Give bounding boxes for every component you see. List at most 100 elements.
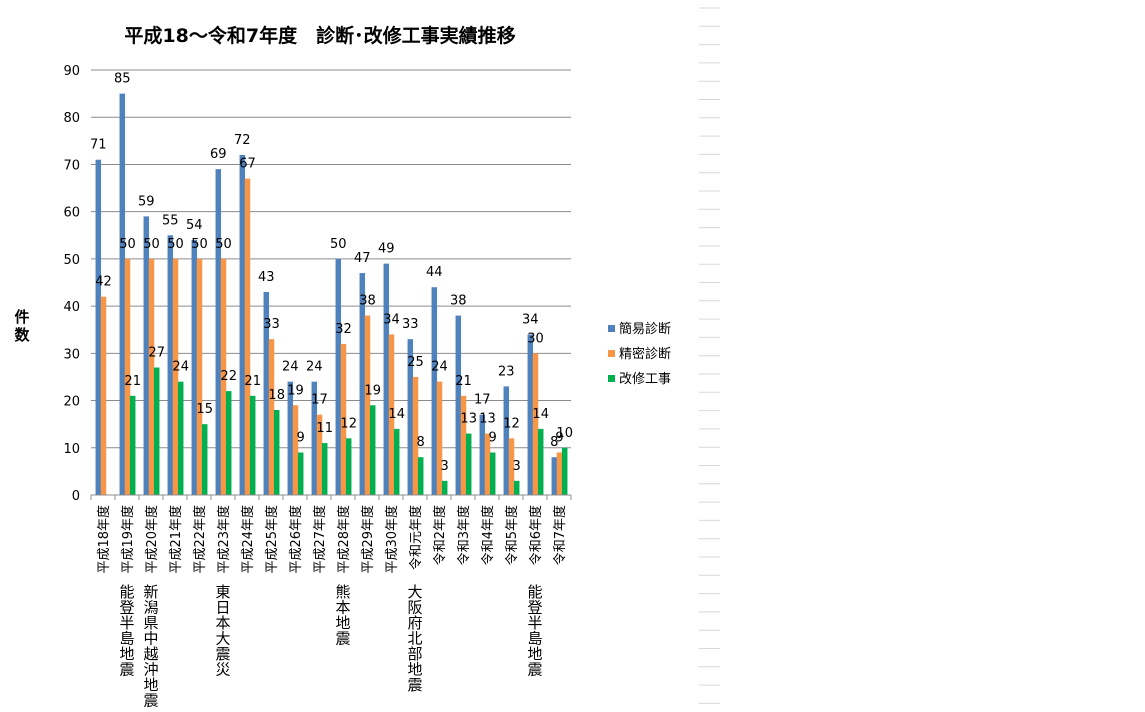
bar bbox=[484, 433, 491, 495]
data-label: 38 bbox=[450, 294, 467, 309]
bar bbox=[153, 367, 160, 495]
data-label: 12 bbox=[503, 416, 520, 431]
data-label: 50 bbox=[215, 237, 232, 252]
bar bbox=[311, 381, 318, 495]
category-label: 平成30年度 bbox=[384, 505, 400, 574]
data-label: 15 bbox=[196, 402, 213, 417]
category-label: 平成20年度 bbox=[144, 505, 160, 574]
bar bbox=[364, 315, 371, 495]
bar bbox=[239, 155, 246, 495]
event-label: 能登半島地震 bbox=[119, 583, 134, 679]
bar bbox=[383, 263, 390, 495]
y-tick-label: 60 bbox=[63, 206, 80, 221]
bar bbox=[215, 169, 222, 495]
bar bbox=[119, 93, 126, 495]
bar bbox=[148, 258, 155, 495]
bar bbox=[244, 178, 251, 495]
event-label: 東日本大震災 bbox=[215, 583, 230, 679]
bar bbox=[95, 159, 102, 495]
category-label: 令和3年度 bbox=[456, 505, 472, 565]
bar bbox=[124, 258, 131, 495]
data-label: 12 bbox=[340, 416, 357, 431]
data-label: 11 bbox=[316, 421, 333, 436]
bar bbox=[129, 395, 136, 495]
y-tick-label: 0 bbox=[72, 489, 80, 504]
bar bbox=[340, 343, 347, 495]
bar bbox=[551, 457, 558, 495]
bar bbox=[388, 334, 395, 495]
data-label: 25 bbox=[407, 355, 424, 370]
data-label: 18 bbox=[268, 388, 285, 403]
data-label: 22 bbox=[220, 369, 237, 384]
data-label: 14 bbox=[532, 407, 549, 422]
bar bbox=[177, 381, 184, 495]
y-tick-label: 70 bbox=[63, 158, 80, 173]
category-label: 平成26年度 bbox=[288, 505, 304, 574]
bar bbox=[321, 443, 328, 495]
bar bbox=[412, 376, 419, 495]
category-label: 令和4年度 bbox=[480, 505, 496, 565]
category-label: 令和5年度 bbox=[504, 505, 520, 565]
bar bbox=[527, 334, 534, 495]
data-label: 50 bbox=[143, 237, 160, 252]
legend-swatch bbox=[608, 375, 615, 382]
bar bbox=[268, 339, 275, 495]
bar bbox=[220, 258, 227, 495]
y-tick-label: 10 bbox=[63, 442, 80, 457]
bar bbox=[225, 391, 232, 495]
event-label: 熊本地震 bbox=[335, 583, 350, 648]
category-label: 平成24年度 bbox=[240, 505, 256, 574]
bar bbox=[100, 296, 107, 495]
data-label: 13 bbox=[479, 412, 496, 427]
data-label: 23 bbox=[498, 364, 515, 379]
bar bbox=[316, 414, 323, 495]
bar bbox=[436, 381, 443, 495]
bar bbox=[292, 405, 299, 495]
data-label: 8 bbox=[417, 435, 425, 450]
category-label: 平成22年度 bbox=[192, 505, 208, 574]
bar bbox=[503, 386, 510, 495]
bar bbox=[249, 395, 256, 495]
data-label: 14 bbox=[388, 407, 405, 422]
bar bbox=[455, 315, 462, 495]
data-label: 10 bbox=[556, 426, 573, 441]
data-label: 32 bbox=[335, 322, 352, 337]
bar bbox=[201, 424, 208, 495]
data-label: 19 bbox=[287, 383, 304, 398]
data-label: 19 bbox=[364, 383, 381, 398]
y-tick-label: 40 bbox=[63, 300, 80, 315]
data-label: 49 bbox=[378, 242, 395, 257]
bar bbox=[532, 353, 539, 495]
category-label: 平成25年度 bbox=[264, 505, 280, 574]
category-label: 平成27年度 bbox=[312, 505, 328, 574]
y-tick-label: 50 bbox=[63, 253, 80, 268]
category-label: 令和2年度 bbox=[432, 505, 448, 565]
data-label: 21 bbox=[244, 374, 261, 389]
data-label: 24 bbox=[172, 360, 189, 375]
x-axis-category-labels: 平成18年度 平成19年度 平成20年度 平成21年度 平成22年度 平成23年度 平成24… bbox=[96, 505, 568, 574]
data-label: 30 bbox=[527, 331, 544, 346]
x-axis bbox=[90, 494, 572, 500]
bar bbox=[287, 381, 294, 495]
bar bbox=[196, 258, 203, 495]
data-label: 85 bbox=[114, 72, 131, 87]
data-label: 21 bbox=[455, 374, 472, 389]
data-label: 67 bbox=[239, 157, 256, 172]
category-label: 平成21年度 bbox=[168, 505, 184, 574]
category-label: 平成19年度 bbox=[120, 505, 136, 574]
category-label: 平成18年度 bbox=[96, 505, 112, 574]
bar bbox=[479, 414, 486, 495]
bar bbox=[537, 428, 544, 495]
bar bbox=[489, 452, 496, 495]
data-label: 50 bbox=[191, 237, 208, 252]
y-tick-label: 80 bbox=[63, 111, 80, 126]
bars bbox=[95, 93, 568, 495]
bar bbox=[359, 273, 366, 495]
bar bbox=[191, 240, 198, 495]
bar bbox=[297, 452, 304, 495]
data-label: 33 bbox=[263, 317, 280, 332]
data-label: 17 bbox=[474, 393, 491, 408]
category-label: 平成23年度 bbox=[216, 505, 232, 574]
